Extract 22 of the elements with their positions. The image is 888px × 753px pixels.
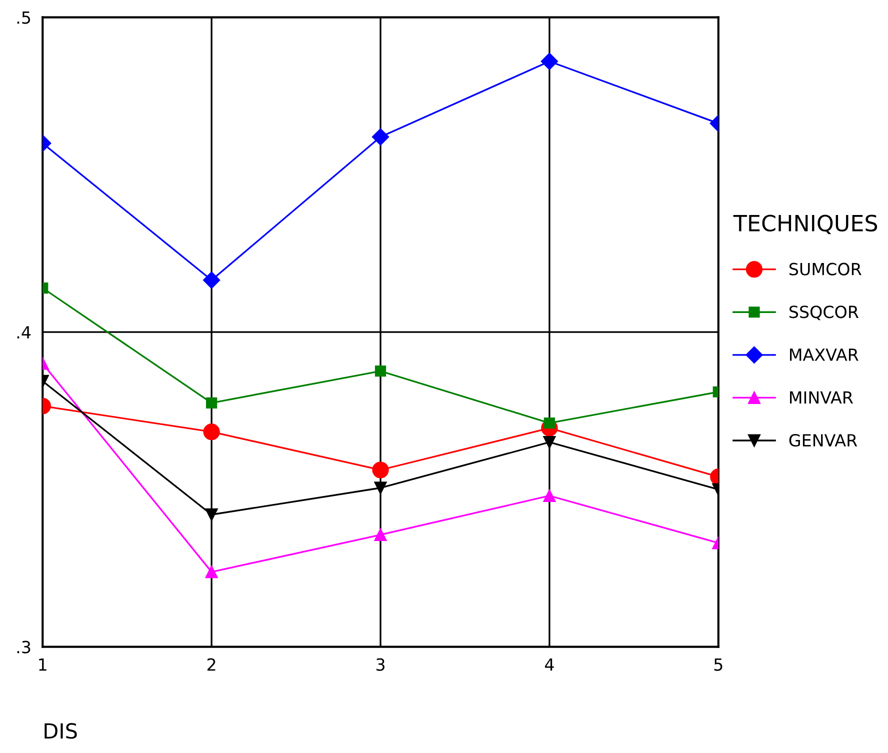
legend-label: SSQCOR (789, 306, 859, 320)
legend-label: MAXVAR (790, 348, 858, 361)
y-tick-label: .4 (17, 326, 31, 338)
point (206, 397, 218, 408)
x-tick-label: 3 (376, 658, 384, 671)
y-tick-label: .3 (17, 640, 30, 654)
legend-label: MINVAR (790, 391, 853, 404)
point (203, 272, 220, 289)
point (374, 366, 386, 377)
x-tick-label: 1 (39, 658, 46, 671)
x-axis-title: DIS (44, 723, 77, 739)
legend-label: SUMCOR (789, 262, 862, 276)
x-tick-label: 5 (714, 658, 722, 671)
legend-label: GENVAR (789, 434, 858, 447)
point (374, 482, 387, 494)
point (374, 528, 387, 542)
x-tick-label: 4 (544, 658, 554, 671)
y-tick-label: .5 (17, 12, 30, 24)
x-tick-label: 2 (207, 658, 216, 671)
point (372, 462, 389, 478)
legend-title: TECHNIQUES (733, 214, 878, 234)
point (372, 128, 390, 146)
